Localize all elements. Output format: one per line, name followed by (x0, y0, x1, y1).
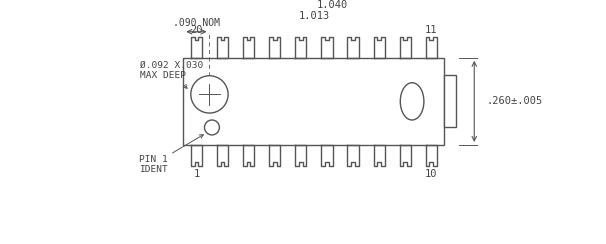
Text: 20: 20 (190, 25, 202, 35)
Circle shape (191, 76, 228, 113)
Text: .090 NOM: .090 NOM (173, 18, 220, 28)
Text: 11: 11 (425, 25, 438, 35)
Text: 1.040: 1.040 (317, 0, 348, 10)
Text: .260±.005: .260±.005 (487, 96, 543, 106)
Text: PIN 1
IDENT: PIN 1 IDENT (139, 135, 204, 174)
Ellipse shape (401, 83, 424, 120)
Text: 1.013: 1.013 (298, 11, 330, 21)
Text: 1: 1 (193, 169, 199, 179)
Circle shape (204, 120, 219, 135)
Text: Ø.092 X.030
MAX DEEP: Ø.092 X.030 MAX DEEP (140, 61, 203, 88)
Bar (184, 58, 444, 145)
Text: 10: 10 (425, 169, 438, 179)
Bar (444, 75, 456, 127)
